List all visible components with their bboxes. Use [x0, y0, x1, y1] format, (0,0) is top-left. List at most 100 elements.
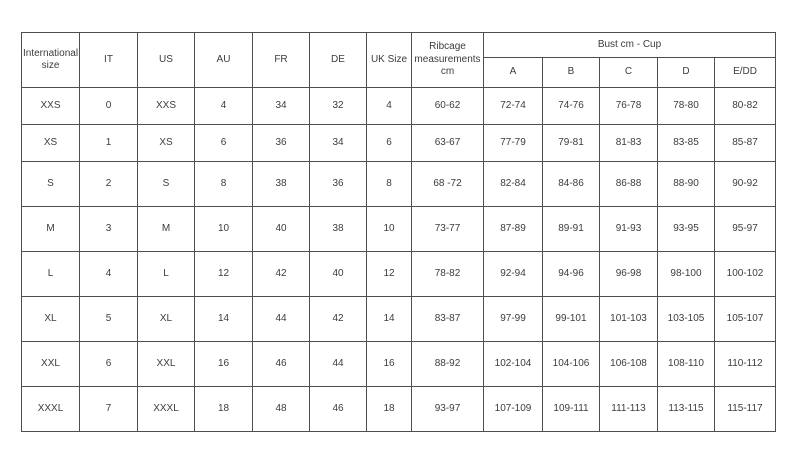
table-cell: S — [137, 161, 195, 207]
table-cell: XL — [137, 296, 195, 342]
header-cup-c: C — [599, 57, 658, 88]
table-cell: XS — [137, 124, 195, 162]
table-cell: 91-93 — [599, 206, 658, 252]
table-cell: 81-83 — [599, 124, 658, 162]
table-cell: 104-106 — [542, 341, 600, 387]
table-row: XXXL 7 XXXL 18 48 46 18 93-97 107-109 109-111 111-… — [21, 386, 777, 432]
table-cell: 83-85 — [657, 124, 715, 162]
table-row: M 3 M 10 40 38 10 73-77 87-89 89-91 91-93 93-95 95-9… — [21, 206, 777, 252]
table-cell: 85-87 — [713, 124, 777, 162]
header-it: IT — [79, 32, 138, 88]
table-cell: 12 — [194, 251, 253, 297]
table-cell: 92-94 — [483, 251, 543, 297]
table-cell: 100-102 — [713, 251, 777, 297]
table-cell: 6 — [366, 124, 412, 162]
table-cell: 89-91 — [542, 206, 600, 252]
table-cell: 38 — [309, 206, 367, 252]
table-cell: XXXL — [137, 386, 195, 432]
header-ribcage-measurements: Ribcage measurements cm — [411, 32, 484, 88]
table-cell: 48 — [252, 386, 310, 432]
header-au: AU — [194, 32, 253, 88]
header-de: DE — [309, 32, 367, 88]
table-cell: 84-86 — [542, 161, 600, 207]
table-cell: 72-74 — [483, 87, 543, 125]
table-cell: 42 — [252, 251, 310, 297]
table-cell: XS — [21, 124, 80, 162]
table-cell: 38 — [252, 161, 310, 207]
table-cell: XL — [21, 296, 80, 342]
table-cell: 36 — [252, 124, 310, 162]
table-cell: XXL — [21, 341, 80, 387]
table-cell: 40 — [252, 206, 310, 252]
header-uk-size: UK Size — [366, 32, 412, 88]
table-cell: 109-111 — [542, 386, 600, 432]
table-cell: 34 — [252, 87, 310, 125]
table-cell: 18 — [366, 386, 412, 432]
table-row: S 2 S 8 38 36 8 68 -72 82-84 84-86 86-88 88-90 90-92 — [21, 161, 777, 207]
table-cell: 40 — [309, 251, 367, 297]
header-cup-d: D — [657, 57, 715, 88]
table-cell: 32 — [309, 87, 367, 125]
table-cell: 74-76 — [542, 87, 600, 125]
table-cell: 14 — [194, 296, 253, 342]
table-cell: 44 — [309, 341, 367, 387]
table-cell: XXS — [21, 87, 80, 125]
table-cell: M — [137, 206, 195, 252]
table-body: XXS 0 XXS 4 34 32 4 60-62 72-74 74-76 76-78 78-80 80… — [21, 87, 777, 432]
table-cell: 108-110 — [657, 341, 715, 387]
table-cell: 94-96 — [542, 251, 600, 297]
table-cell: 95-97 — [713, 206, 777, 252]
header-bust-cup-group: Bust cm - Cup — [482, 32, 777, 58]
table-cell: 14 — [366, 296, 412, 342]
header-row-top: International size IT US AU FR DE UK Siz… — [21, 32, 777, 88]
table-cell: 102-104 — [483, 341, 543, 387]
table-cell: 90-92 — [713, 161, 777, 207]
table-cell: 42 — [309, 296, 367, 342]
table-cell: 12 — [366, 251, 412, 297]
table-cell: 101-103 — [599, 296, 658, 342]
table-cell: 80-82 — [713, 87, 777, 125]
table-row: XXL 6 XXL 16 46 44 16 88-92 102-104 104-106 106-10… — [21, 341, 777, 387]
table-cell: 103-105 — [657, 296, 715, 342]
table-cell: L — [137, 251, 195, 297]
table-cell: 111-113 — [599, 386, 658, 432]
table-cell: 115-117 — [713, 386, 777, 432]
table-cell: 63-67 — [411, 124, 484, 162]
header-cup-b: B — [542, 57, 600, 88]
table-cell: 88-92 — [411, 341, 484, 387]
table-cell: 8 — [366, 161, 412, 207]
table-cell: 86-88 — [599, 161, 658, 207]
table-cell: S — [21, 161, 80, 207]
table-cell: 4 — [194, 87, 253, 125]
table-cell: 1 — [79, 124, 138, 162]
table-cell: 60-62 — [411, 87, 484, 125]
table-cell: 93-95 — [657, 206, 715, 252]
table-cell: 83-87 — [411, 296, 484, 342]
table-cell: 79-81 — [542, 124, 600, 162]
table-cell: 8 — [194, 161, 253, 207]
table-cell: 68 -72 — [411, 161, 484, 207]
header-us: US — [137, 32, 195, 88]
table-cell: 110-112 — [713, 341, 777, 387]
table-cell: 3 — [79, 206, 138, 252]
table-cell: 5 — [79, 296, 138, 342]
table-cell: M — [21, 206, 80, 252]
table-cell: 106-108 — [599, 341, 658, 387]
table-cell: 76-78 — [599, 87, 658, 125]
table-header: International size IT US AU FR DE UK Siz… — [21, 32, 777, 88]
table-cell: 99-101 — [542, 296, 600, 342]
table-cell: 46 — [252, 341, 310, 387]
size-chart-table: International size IT US AU FR DE UK Siz… — [21, 32, 777, 432]
table-cell: 107-109 — [483, 386, 543, 432]
table-cell: 73-77 — [411, 206, 484, 252]
table-cell: XXL — [137, 341, 195, 387]
table-cell: 6 — [79, 341, 138, 387]
table-cell: 4 — [79, 251, 138, 297]
table-row: XS 1 XS 6 36 34 6 63-67 77-79 79-81 81-83 83-85 85-8… — [21, 124, 777, 162]
header-fr: FR — [252, 32, 310, 88]
table-cell: 6 — [194, 124, 253, 162]
table-cell: 10 — [366, 206, 412, 252]
table-cell: 82-84 — [483, 161, 543, 207]
table-row: XXS 0 XXS 4 34 32 4 60-62 72-74 74-76 76-78 78-80 80… — [21, 87, 777, 125]
table-cell: 105-107 — [713, 296, 777, 342]
